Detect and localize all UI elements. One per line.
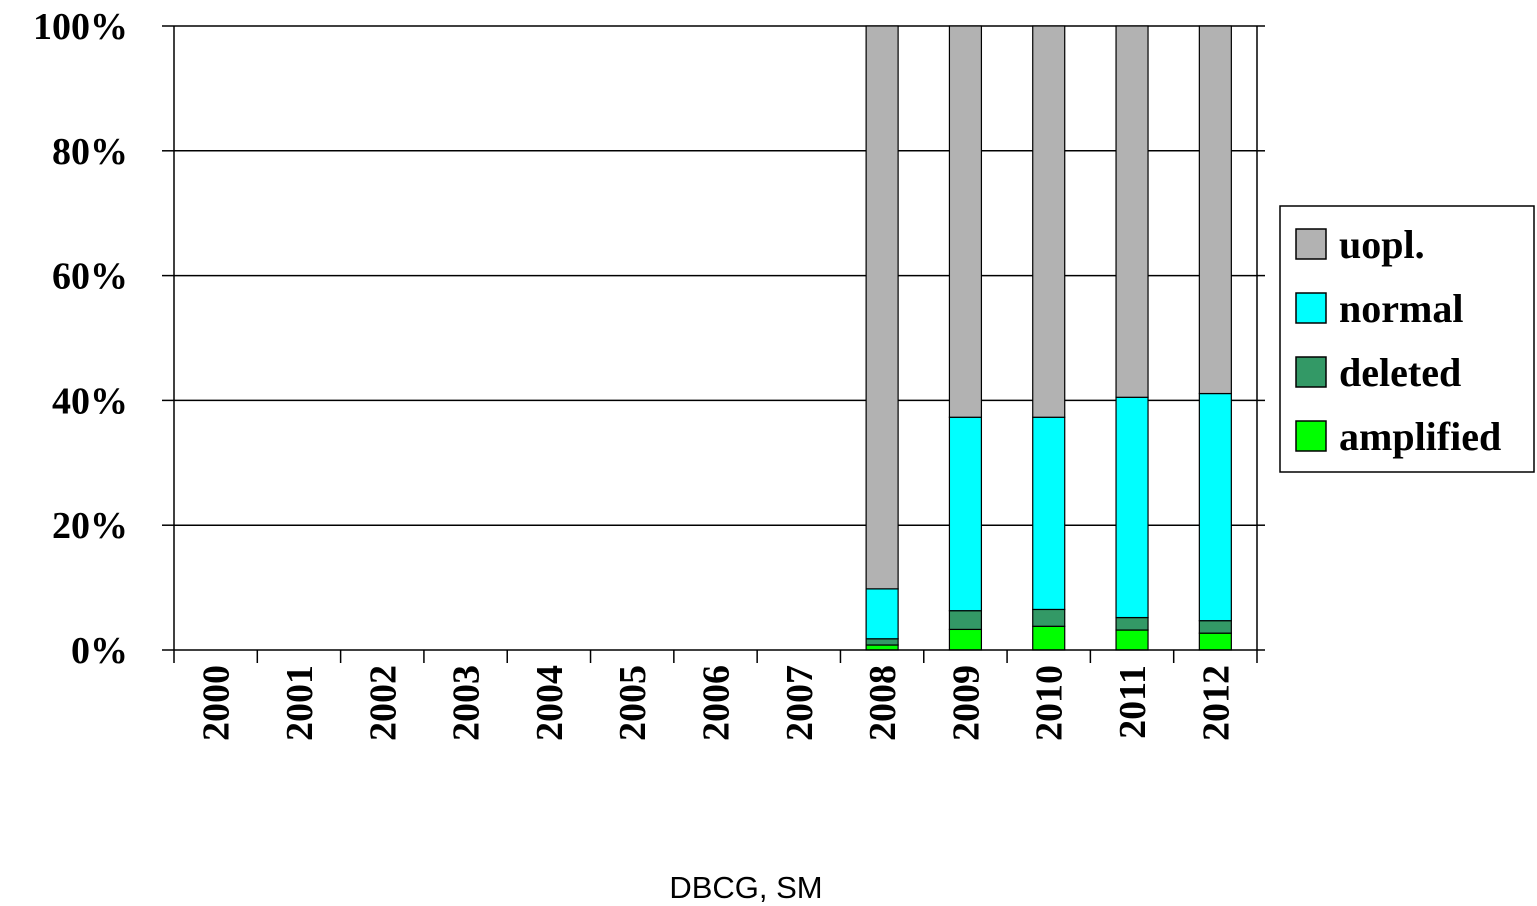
x-tick-label: 2000 bbox=[196, 665, 238, 741]
axes bbox=[162, 25, 1265, 663]
legend-label: amplified bbox=[1339, 414, 1501, 459]
x-tick-label: 2009 bbox=[945, 665, 987, 741]
bar-segment-uopl bbox=[948, 25, 983, 418]
x-tick-label: 2001 bbox=[279, 665, 321, 741]
legend-swatch bbox=[1295, 292, 1327, 324]
bars bbox=[865, 25, 1232, 651]
bar-segment-amplified bbox=[1032, 625, 1066, 651]
legend: uopl. normal deleted amplified bbox=[1279, 205, 1535, 473]
bar-segment-normal bbox=[948, 416, 983, 612]
legend-label: deleted bbox=[1339, 350, 1461, 395]
x-tick-label: 2010 bbox=[1029, 665, 1071, 741]
bar-segment-deleted bbox=[865, 638, 899, 646]
y-tick-label: 20% bbox=[52, 505, 128, 547]
y-tick-label: 80% bbox=[52, 131, 128, 173]
x-tick-label: 2008 bbox=[862, 665, 904, 741]
y-tick-label: 60% bbox=[52, 256, 128, 298]
bar-segment-amplified bbox=[948, 628, 983, 651]
bar-segment-deleted bbox=[1032, 608, 1066, 627]
bar-segment-uopl bbox=[1032, 25, 1066, 418]
bar-segment-uopl bbox=[1115, 25, 1149, 398]
bar-segment-normal bbox=[1115, 396, 1149, 619]
bar-segment-uopl bbox=[1198, 25, 1232, 395]
bar-segment-deleted bbox=[1115, 616, 1149, 631]
y-tick-label: 40% bbox=[52, 380, 128, 422]
bar-segment-deleted bbox=[948, 610, 983, 631]
x-tick-label: 2006 bbox=[696, 665, 738, 741]
bar-segment-amplified bbox=[1198, 632, 1232, 651]
legend-swatch bbox=[1295, 356, 1327, 388]
bar-segment-normal bbox=[865, 588, 899, 640]
x-tick-label: 2004 bbox=[529, 665, 571, 741]
x-tick-label: 2002 bbox=[362, 665, 404, 741]
x-tick-label: 2012 bbox=[1195, 665, 1237, 741]
y-tick-label: 100% bbox=[33, 6, 128, 48]
y-tick-label: 0% bbox=[71, 630, 128, 672]
x-tick-label: 2003 bbox=[446, 665, 488, 741]
bar-segment-normal bbox=[1198, 392, 1232, 622]
x-tick-label: 2007 bbox=[779, 665, 821, 741]
bar-segment-uopl bbox=[865, 25, 899, 590]
y-tick-labels: 0% 20% 40% 60% 80% 100% bbox=[33, 6, 128, 672]
legend-label: normal bbox=[1339, 286, 1463, 331]
x-tick-label: 2005 bbox=[612, 665, 654, 741]
bar-segment-deleted bbox=[1198, 620, 1232, 634]
footer-label: DBCG, SM bbox=[669, 870, 822, 905]
x-tick-labels: 2000 2001 2002 2003 2004 2005 2006 2007 2008 2009… bbox=[196, 665, 1238, 741]
legend-swatch bbox=[1295, 420, 1327, 452]
legend-label: uopl. bbox=[1339, 222, 1425, 267]
x-tick-label: 2011 bbox=[1112, 665, 1154, 739]
grid-lines bbox=[174, 25, 1257, 526]
bar-segment-normal bbox=[1032, 416, 1066, 611]
bar-segment-amplified bbox=[1115, 629, 1149, 651]
legend-swatch bbox=[1295, 228, 1327, 260]
